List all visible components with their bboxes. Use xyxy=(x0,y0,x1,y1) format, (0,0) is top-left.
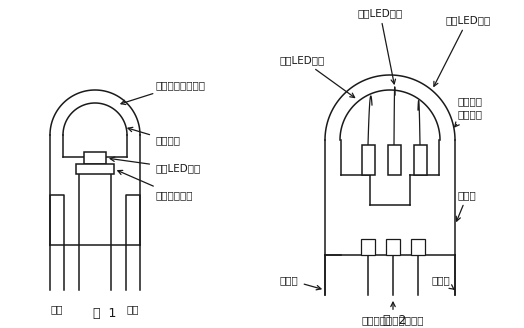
Bar xyxy=(84,152,106,164)
Bar xyxy=(411,239,425,255)
Bar xyxy=(76,164,114,174)
Text: 公共阴极端子兼反射板: 公共阴极端子兼反射板 xyxy=(362,302,424,325)
Text: 模制树脂
（透明）: 模制树脂 （透明） xyxy=(455,96,483,127)
Text: 绿阳极: 绿阳极 xyxy=(432,275,454,290)
Bar xyxy=(414,145,427,175)
Text: 模制树脂（透镜）: 模制树脂（透镜） xyxy=(121,80,205,105)
Bar xyxy=(388,145,401,175)
Text: 蓝色LED芯片: 蓝色LED芯片 xyxy=(280,55,355,97)
Bar xyxy=(362,145,375,175)
Text: 端子兼反光板: 端子兼反光板 xyxy=(118,171,192,200)
Text: 阳极: 阳极 xyxy=(51,304,63,314)
Text: 蓝色LED芯片: 蓝色LED芯片 xyxy=(110,157,200,173)
Bar xyxy=(386,239,400,255)
Text: 阴极: 阴极 xyxy=(127,304,139,314)
Text: 蓝阳极: 蓝阳极 xyxy=(280,275,321,290)
Text: 荧光体层: 荧光体层 xyxy=(128,127,180,145)
Text: 图  1: 图 1 xyxy=(93,307,117,320)
Text: 红阳极: 红阳极 xyxy=(456,190,477,221)
Text: 图  2: 图 2 xyxy=(384,314,407,327)
Bar xyxy=(361,239,375,255)
Text: 红色LED芯片: 红色LED芯片 xyxy=(357,8,402,84)
Text: 绿色LED芯片: 绿色LED芯片 xyxy=(434,15,490,86)
